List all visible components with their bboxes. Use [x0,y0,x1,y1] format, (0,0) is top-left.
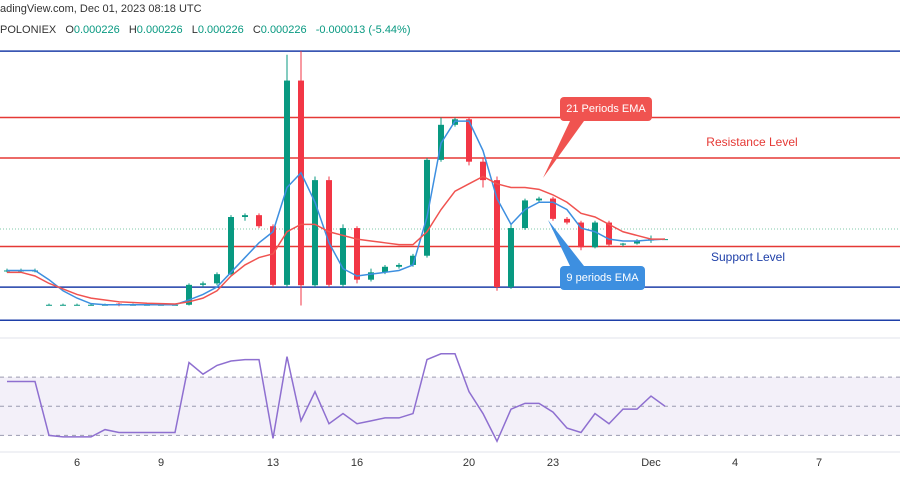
candle-body [396,264,402,267]
candle-body [466,119,472,162]
source-line: adingView.com, Dec 01, 2023 08:18 UTC [0,3,202,15]
callout-box [560,97,652,121]
candle-body [186,284,192,305]
callout-label: 21 Periods EMA [566,103,646,115]
ohlc-key: H [128,24,137,36]
candle-body [536,198,542,201]
candle-body [354,228,360,280]
ohlc-key: L [191,24,198,36]
ohlc-value: 0.000226 [136,24,183,36]
callout-box [560,266,645,290]
callout-pointer [548,220,584,266]
x-tick-label: 13 [267,457,279,469]
change: -0.000013 (-5.44%) [315,24,411,36]
candle-body [368,272,374,280]
callout-pointer [543,121,584,178]
x-tick-label: Dec [641,457,661,469]
indicator-line [7,353,666,444]
candle-body [60,304,66,306]
ohlc-value: 0.000226 [260,24,307,36]
x-tick-label: 4 [732,457,738,469]
candle-body [382,266,388,273]
candle-body [298,80,304,286]
candle-body [564,218,570,223]
level-annotation: Support Level [711,250,785,264]
candle-body [74,304,80,306]
candle-body [606,222,612,245]
candle-body [592,222,598,248]
candle-body [242,215,248,217]
ohlc-key: O [65,24,74,36]
candle-body [284,80,290,285]
candle-body [522,200,528,229]
candle-body [256,215,262,227]
candle-body [46,304,52,306]
candle-body [578,222,584,248]
candle-body [424,159,430,256]
ohlc-value: 0.000226 [197,24,244,36]
symbol: POLONIEX [0,24,57,36]
ohlc-key: C [252,24,261,36]
callout-label: 9 periods EMA [566,272,639,284]
symbol-line: POLONIEX O0.000226 H0.000226 L0.000226 C… [0,24,411,36]
candle-body [200,283,206,285]
candle-body [88,304,94,306]
candle-body [340,228,346,285]
candle-body [410,255,416,265]
candle-body [312,180,318,286]
candle-body [228,217,234,275]
candle-body [214,274,220,284]
candle-body [550,198,556,219]
x-tick-label: 23 [547,457,559,469]
candle-body [494,180,500,288]
candle-body [480,161,486,181]
ema-line [7,120,666,306]
ema-line [7,175,665,305]
x-tick-label: 9 [158,457,164,469]
level-annotation: Resistance Level [706,135,797,149]
ohlc-value: 0.000226 [73,24,120,36]
candle-body [508,228,514,288]
x-tick-label: 7 [816,457,822,469]
candle-body [634,240,640,244]
x-tick-label: 6 [74,457,80,469]
x-tick-label: 16 [351,457,363,469]
x-tick-label: 20 [463,457,475,469]
candle-body [270,226,276,285]
candle-body [620,243,626,245]
